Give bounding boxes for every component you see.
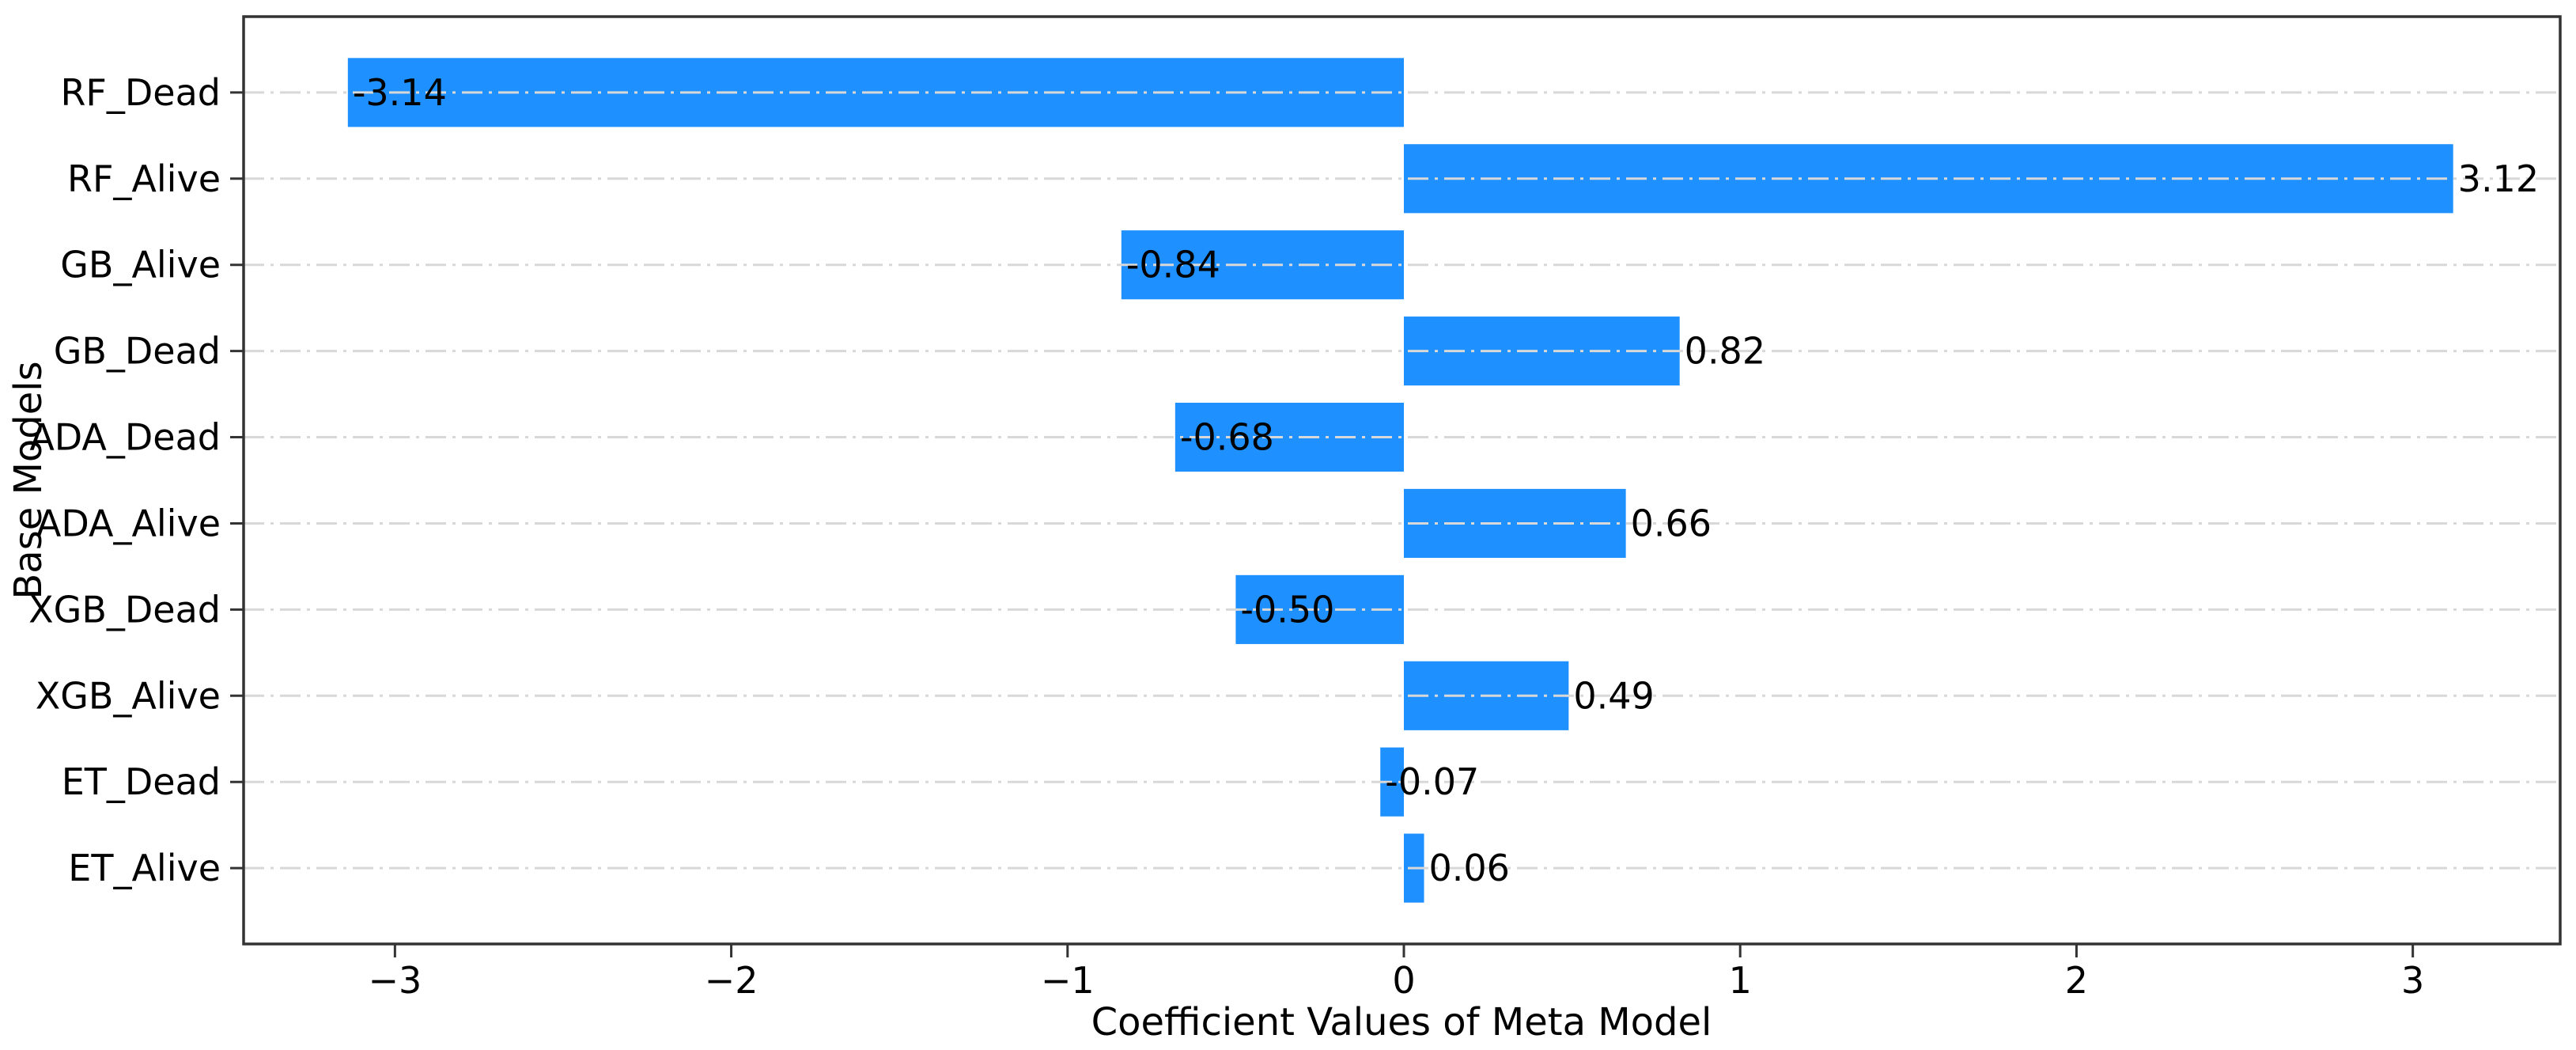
x-tick-label: −3 — [368, 959, 422, 1002]
x-tick-label: 0 — [1392, 959, 1415, 1002]
x-axis-title: Coefficient Values of Meta Model — [1091, 1000, 1712, 1044]
y-tick-label-RF_Alive: RF_Alive — [67, 157, 221, 200]
bar-value-label: 0.66 — [1631, 502, 1712, 544]
x-tick-label: 3 — [2401, 959, 2424, 1002]
bar-value-label: 3.12 — [2458, 157, 2539, 200]
bar-value-label: -0.07 — [1385, 760, 1479, 803]
y-tick-label-ET_Dead: ET_Dead — [62, 760, 221, 803]
bar-value-label: 0.06 — [1429, 847, 1510, 889]
plot-border — [242, 15, 2562, 946]
y-tick-label-XGB_Alive: XGB_Alive — [36, 674, 221, 717]
bar-value-label: 0.49 — [1573, 674, 1654, 717]
x-tick-label: 2 — [2065, 959, 2088, 1002]
y-tick-label-ADA_Alive: ADA_Alive — [36, 502, 221, 544]
x-tick-label: −1 — [1041, 959, 1095, 1002]
bar-value-label: -0.84 — [1126, 244, 1220, 286]
grid-layer — [244, 91, 2560, 870]
bar-value-label: -0.68 — [1180, 416, 1274, 459]
y-tick-label-ET_Alive: ET_Alive — [68, 847, 221, 889]
y-tick-label-ADA_Dead: ADA_Dead — [29, 416, 221, 459]
y-tick-label-RF_Dead: RF_Dead — [60, 71, 221, 114]
tick-layer: −3 −2 −1 0 1 2 3 — [230, 91, 2424, 1002]
value-label-layer: RF_Dead -3.14 RF_Alive 3.12 GB_Alive -0.84 GB_… — [28, 71, 2539, 889]
x-tick-label: 1 — [1729, 959, 1752, 1002]
y-axis-title: Base Models — [6, 361, 51, 599]
bar-value-label: 0.82 — [1685, 330, 1765, 373]
y-tick-label-GB_Dead: GB_Dead — [54, 330, 221, 373]
y-tick-label-XGB_Dead: XGB_Dead — [28, 588, 221, 631]
bar-value-label: -3.14 — [353, 71, 447, 114]
bar-ADA_Alive — [1404, 488, 1626, 559]
x-tick-label: −2 — [705, 959, 758, 1002]
bar-value-label: -0.50 — [1240, 588, 1334, 631]
y-tick-label-GB_Alive: GB_Alive — [60, 244, 221, 286]
